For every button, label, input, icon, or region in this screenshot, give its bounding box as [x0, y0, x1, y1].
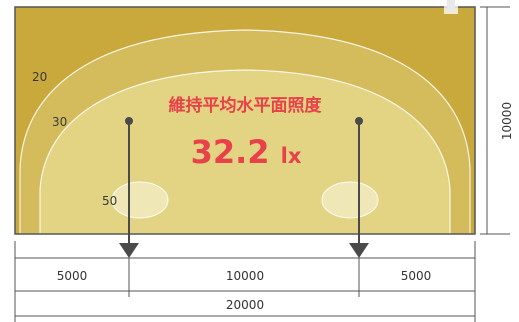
- dimension-segment-2-label: 10000: [226, 269, 264, 283]
- room-outline: [14, 6, 476, 235]
- illuminance-readout: 32.2 lx: [191, 133, 302, 171]
- dimension-segment-1-label: 5000: [57, 269, 88, 283]
- height-dimension: [480, 6, 510, 235]
- contour-label-20: 20: [32, 70, 47, 84]
- light-fixture-icon: [444, 0, 458, 14]
- contour-label-50: 50: [102, 194, 117, 208]
- dimension-segment-3-label: 5000: [401, 269, 432, 283]
- illuminance-unit: lx: [281, 144, 302, 168]
- hotspot-right: [321, 181, 379, 219]
- illuminance-title: 維持平均水平面照度: [169, 95, 323, 116]
- dimension-height-label: 10000: [500, 102, 514, 140]
- illuminance-value: 32.2: [191, 133, 270, 171]
- arrow-left: [119, 117, 139, 258]
- hotspot-left: [111, 181, 169, 219]
- width-dimension: [14, 241, 476, 322]
- arrow-right: [349, 117, 369, 258]
- dimension-total-label: 20000: [226, 298, 264, 312]
- room-floor-plan: [15, 7, 475, 234]
- contour-label-30: 30: [52, 115, 67, 129]
